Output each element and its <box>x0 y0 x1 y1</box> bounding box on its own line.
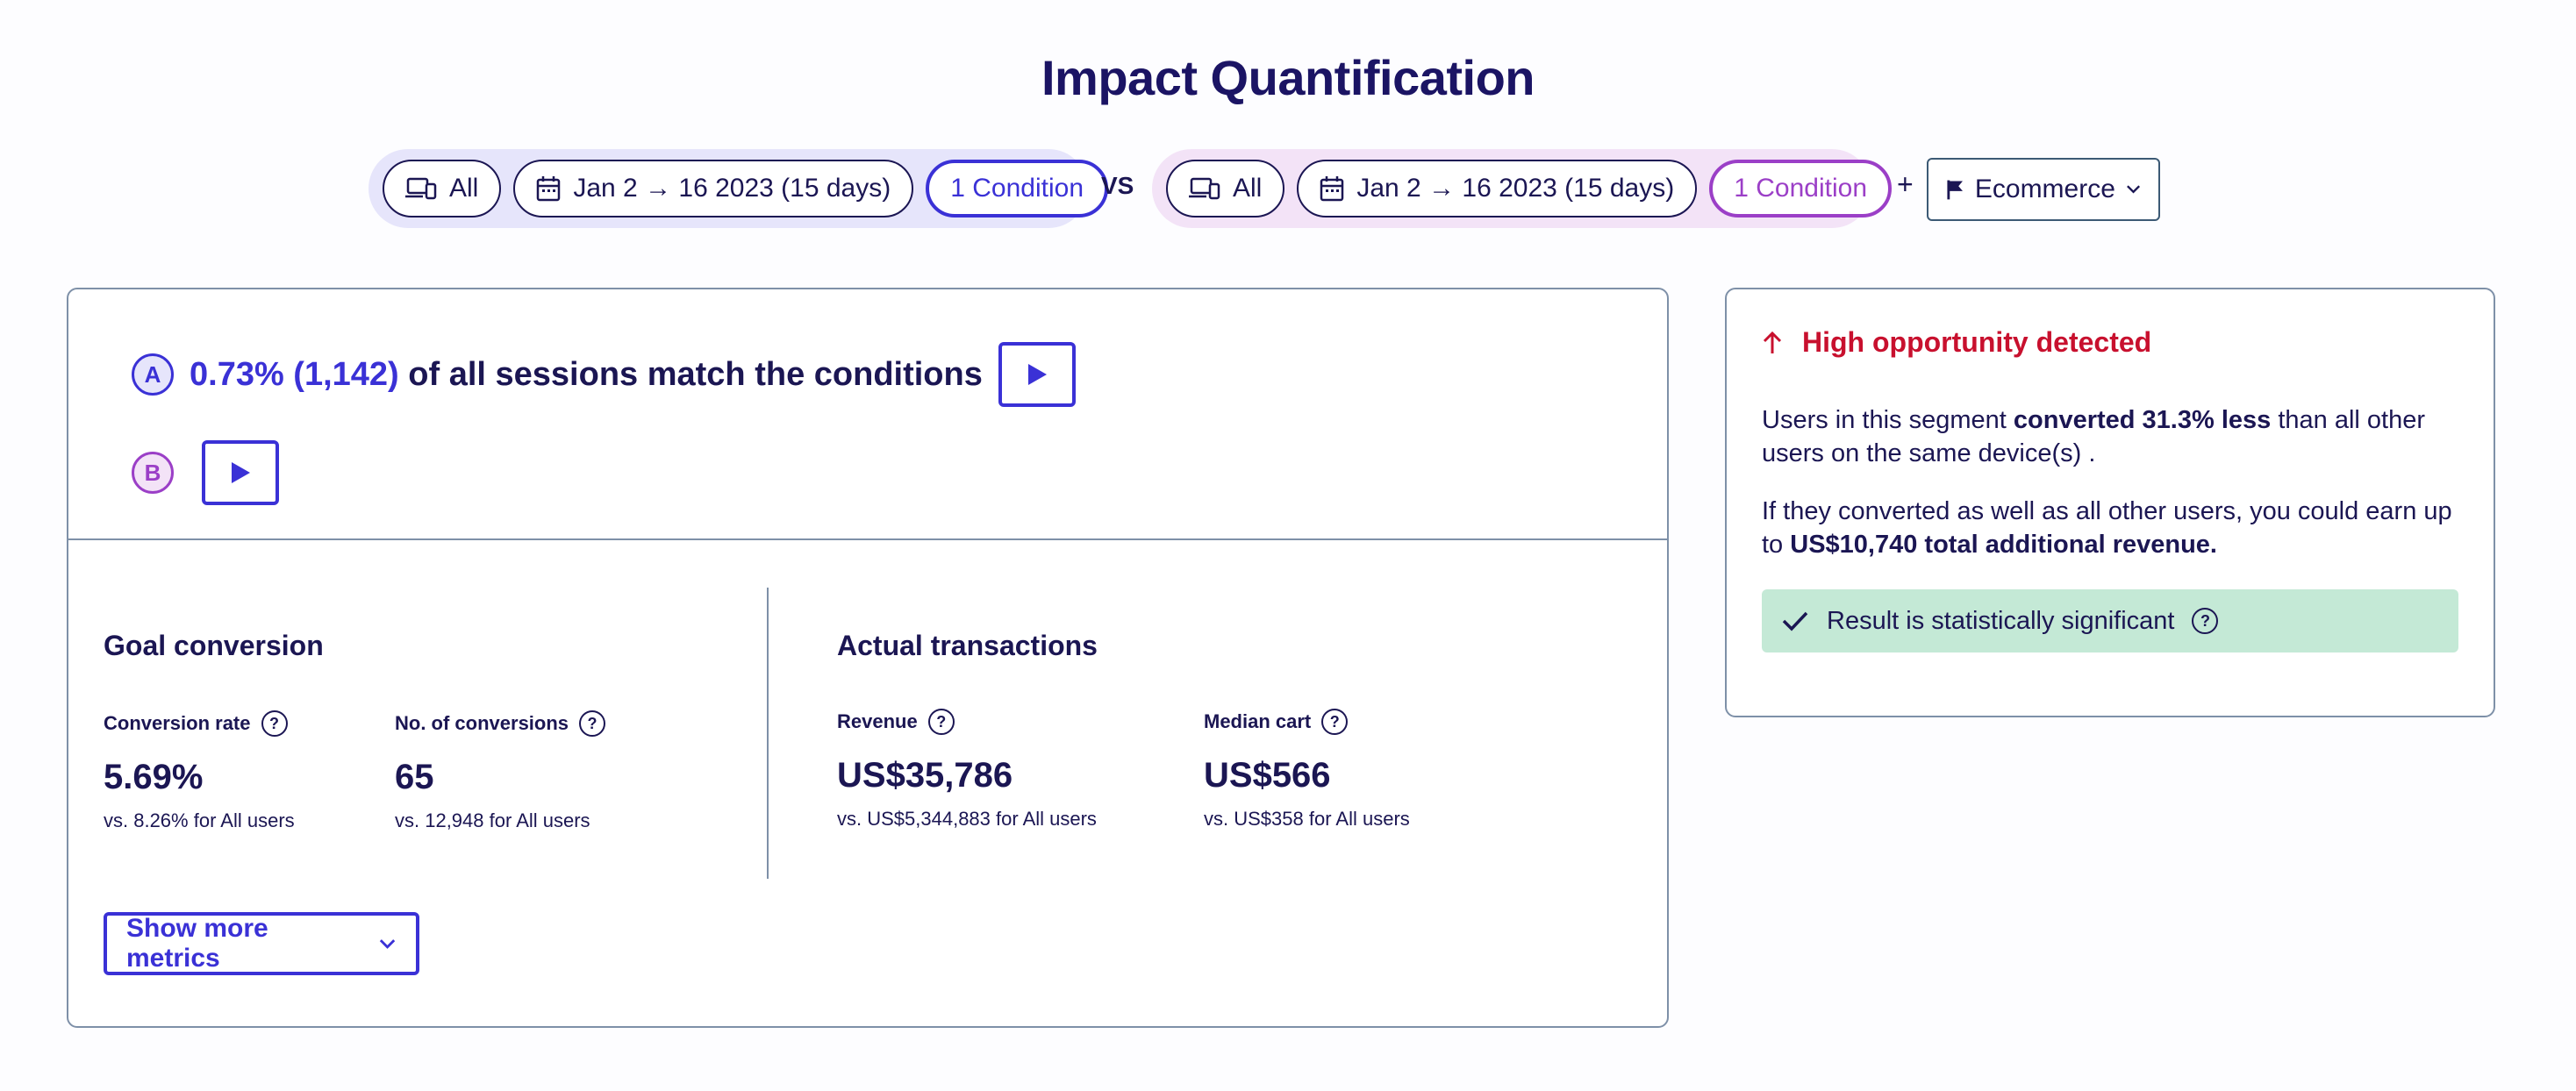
help-icon[interactable]: ? <box>2192 608 2219 634</box>
segment-b-condition-pill[interactable]: 1 Condition <box>1709 160 1893 217</box>
metric-comparison: vs. 12,948 for All users <box>395 809 590 831</box>
segment-a-match-row: A 0.73% (1,142) of all sessions match th… <box>132 342 1076 407</box>
session-match-panel: A 0.73% (1,142) of all sessions match th… <box>68 289 1667 540</box>
goal-selector-label: Ecommerce <box>1974 175 2115 203</box>
additional-revenue: US$10,740 total additional revenue. <box>1790 531 2217 559</box>
segment-b-condition-label: 1 Condition <box>1734 174 1868 203</box>
opportunity-header: High opportunity detected <box>1762 326 2151 359</box>
calendar-icon <box>537 176 561 202</box>
play-segment-b-button[interactable] <box>202 440 279 505</box>
segment-b-bar: All Jan 2 → 16 2023 (15 days) 1 Conditio… <box>1152 149 1893 228</box>
segment-b-badge: B <box>132 452 174 494</box>
help-icon[interactable]: ? <box>261 710 288 737</box>
segment-a-date-label: Jan 2 → 16 2023 (15 days) <box>573 174 891 203</box>
metric-value: 65 <box>395 758 434 796</box>
chevron-down-icon <box>379 939 396 949</box>
segment-a-badge: A <box>132 353 174 396</box>
play-segment-a-button[interactable] <box>998 342 1076 407</box>
match-summary: 0.73% (1,142) of all sessions match the … <box>190 356 983 394</box>
actual-transactions-title: Actual transactions <box>837 630 1098 661</box>
show-more-metrics-button[interactable]: Show more metrics <box>104 912 419 975</box>
metric-value: US$566 <box>1204 756 1331 795</box>
conversion-rate-metric: Conversion rate ? 5.69% vs. 8.26% for Al… <box>104 709 295 832</box>
conversions-count-metric: No. of conversions ? 65 vs. 12,948 for A… <box>395 709 606 832</box>
segment-a-date-pill[interactable]: Jan 2 → 16 2023 (15 days) <box>513 160 914 217</box>
segment-a-condition-pill[interactable]: 1 Condition <box>926 160 1109 217</box>
segment-b-match-row: B <box>132 440 279 505</box>
vs-label: VS <box>1101 172 1134 199</box>
segment-b-device-label: All <box>1233 174 1263 203</box>
devices-icon <box>1189 177 1220 200</box>
segment-a-device-pill[interactable]: All <box>383 160 502 217</box>
segment-b-device-pill[interactable]: All <box>1166 160 1285 217</box>
add-segment-plus[interactable]: + <box>1897 168 1914 200</box>
metric-label: Median cart <box>1204 710 1312 732</box>
metric-value: 5.69% <box>104 758 204 796</box>
check-icon <box>1782 611 1808 631</box>
metric-label: Conversion rate <box>104 712 251 734</box>
metric-comparison: vs. US$5,344,883 for All users <box>837 808 1097 830</box>
goal-conversion-title: Goal conversion <box>104 630 324 661</box>
help-icon[interactable]: ? <box>1321 709 1349 735</box>
segment-a-condition-label: 1 Condition <box>950 174 1084 203</box>
significance-banner: Result is statistically significant ? <box>1762 589 2458 652</box>
opportunity-paragraph-1: Users in this segment converted 31.3% le… <box>1762 406 2426 467</box>
revenue-metric: Revenue ? US$35,786 vs. US$5,344,883 for… <box>837 707 1097 831</box>
arrow-up-icon <box>1763 331 1782 353</box>
metric-value: US$35,786 <box>837 756 1013 795</box>
match-percentage: 0.73% (1,142) <box>190 355 399 393</box>
chevron-down-icon <box>2126 185 2140 194</box>
metric-comparison: vs. US$358 for All users <box>1204 808 1410 830</box>
calendar-icon <box>1320 176 1344 202</box>
metric-label: Revenue <box>837 710 918 732</box>
goal-selector-dropdown[interactable]: Ecommerce <box>1927 158 2160 221</box>
segment-a-bar: All Jan 2 → 16 2023 (15 days) 1 Conditio… <box>369 149 1109 228</box>
show-more-label: Show more metrics <box>126 914 268 973</box>
segment-a-device-label: All <box>449 174 479 203</box>
opportunity-paragraph-2: If they converted as well as all other u… <box>1762 497 2452 559</box>
segment-b-date-pill[interactable]: Jan 2 → 16 2023 (15 days) <box>1297 160 1698 217</box>
median-cart-metric: Median cart ? US$566 vs. US$358 for All … <box>1204 707 1410 831</box>
opportunity-card: High opportunity detected Users in this … <box>1725 288 2495 717</box>
flag-icon <box>1947 180 1963 200</box>
play-icon <box>232 462 250 483</box>
help-icon[interactable]: ? <box>927 709 955 735</box>
opportunity-title: High opportunity detected <box>1802 326 2152 358</box>
page-title: Impact Quantification <box>1041 50 1535 105</box>
segment-b-date-label: Jan 2 → 16 2023 (15 days) <box>1356 174 1675 203</box>
conversion-difference: converted 31.3% less <box>2013 406 2272 434</box>
help-icon[interactable]: ? <box>579 710 606 737</box>
metric-label: No. of conversions <box>395 712 569 734</box>
play-icon <box>1027 364 1047 385</box>
impact-card: A 0.73% (1,142) of all sessions match th… <box>67 288 1669 1028</box>
significance-text: Result is statistically significant <box>1827 606 2175 635</box>
section-divider <box>767 588 769 879</box>
match-text: of all sessions match the conditions <box>408 355 983 393</box>
metric-comparison: vs. 8.26% for All users <box>104 809 295 831</box>
devices-icon <box>405 177 437 200</box>
